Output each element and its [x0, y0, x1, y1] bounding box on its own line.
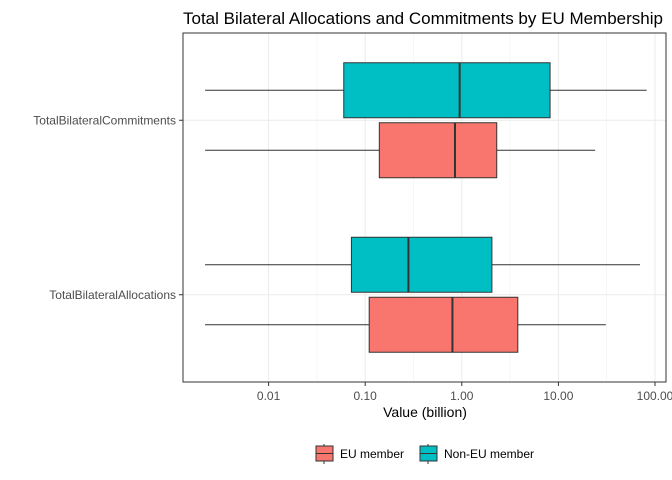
- box-iqr: [343, 62, 551, 119]
- y-tick-label: TotalBilateralAllocations: [49, 288, 176, 302]
- x-axis-title: Value (billion): [383, 404, 467, 420]
- box-iqr: [378, 122, 498, 179]
- x-tick-label: 0.10: [354, 389, 378, 403]
- legend-item-eu-member: EU member: [315, 444, 404, 464]
- box-eu-member: [205, 122, 596, 179]
- box-non-eu-member: [205, 236, 641, 293]
- panel-border: [182, 32, 667, 383]
- legend: EU member Non-EU member: [315, 444, 534, 464]
- box-iqr: [350, 236, 493, 293]
- box-eu-member: [205, 296, 606, 353]
- x-tick-label: 10.00: [543, 389, 573, 403]
- plot-panel: 0.01 0.10 1.00 10.00 100.00 TotalBilateralCom…: [33, 32, 672, 403]
- legend-label: EU member: [340, 447, 404, 461]
- x-tick-label: 100.00: [637, 389, 672, 403]
- box-non-eu-member: [205, 62, 647, 119]
- legend-label: Non-EU member: [444, 447, 534, 461]
- chart-title: Total Bilateral Allocations and Commitme…: [183, 9, 663, 28]
- legend-item-non-eu-member: Non-EU member: [419, 444, 534, 464]
- x-tick-label: 1.00: [450, 389, 474, 403]
- y-tick-label: TotalBilateralCommitments: [33, 113, 176, 127]
- x-tick-label: 0.01: [257, 389, 281, 403]
- box-iqr: [368, 296, 519, 353]
